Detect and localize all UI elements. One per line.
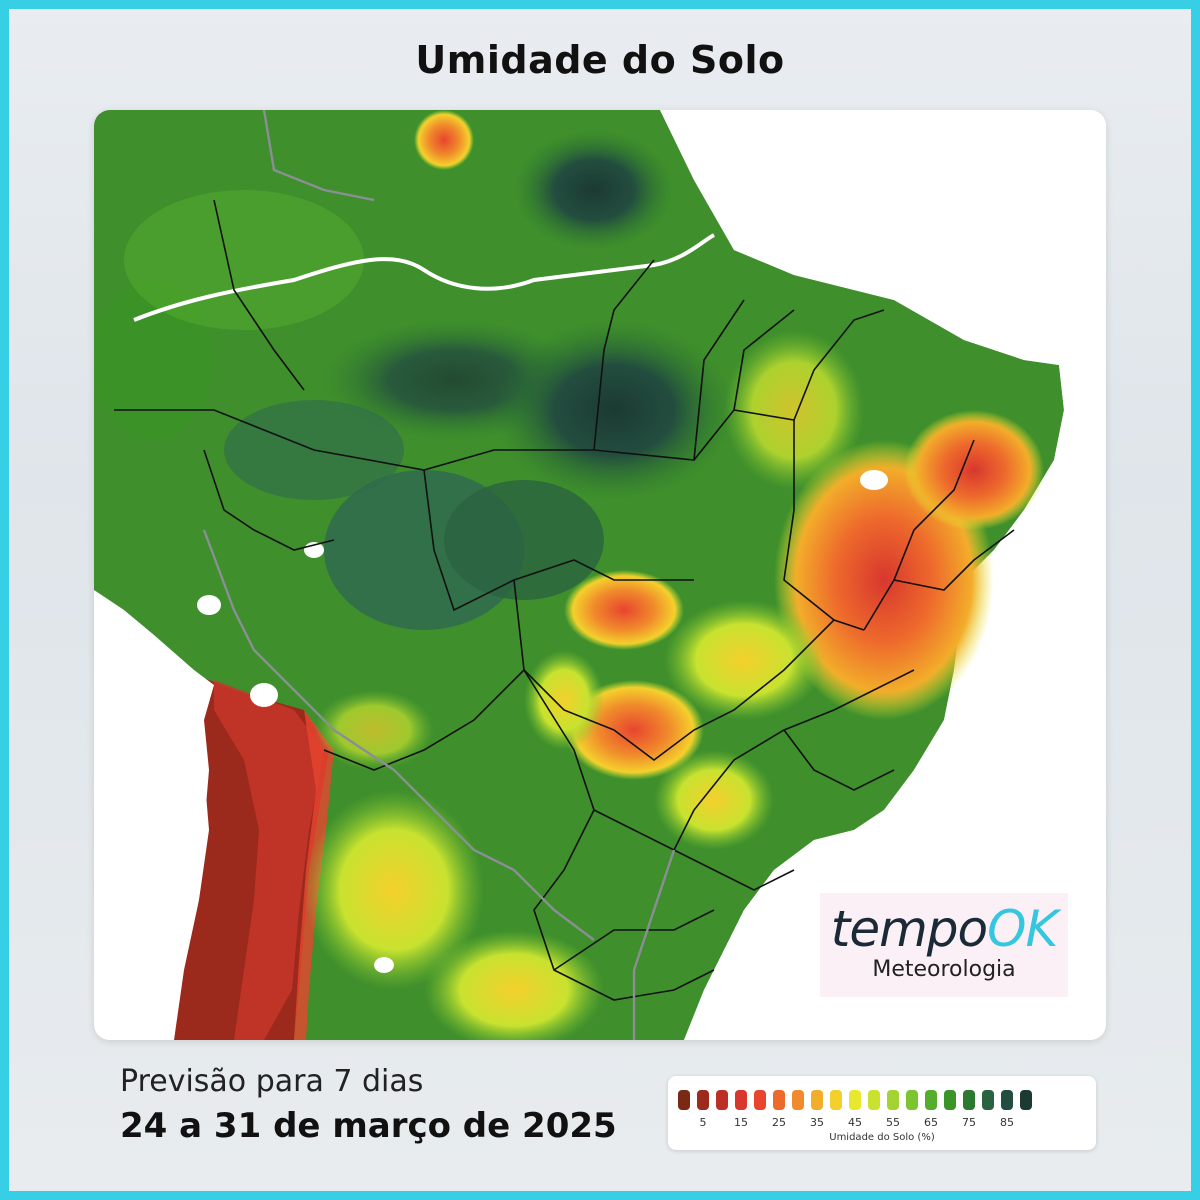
legend-swatch <box>792 1090 804 1110</box>
legend-swatch <box>944 1090 956 1110</box>
legend-swatch <box>849 1090 861 1110</box>
amazon-river <box>133 233 715 322</box>
country-borders <box>202 110 676 1040</box>
state-borders <box>114 199 1015 1001</box>
legend-ticks: 5 15 25 35 45 55 65 75 85 <box>678 1116 1088 1130</box>
legend-swatch <box>773 1090 785 1110</box>
legend-tick-label: 5 <box>699 1116 707 1129</box>
forecast-label: Previsão para 7 dias <box>120 1064 424 1099</box>
legend-swatch <box>887 1090 899 1110</box>
legend-swatch <box>754 1090 766 1110</box>
legend-swatch <box>1001 1090 1013 1110</box>
logo-subtitle: Meteorologia <box>872 957 1016 982</box>
legend-tick-label: 45 <box>848 1116 862 1129</box>
legend-swatch <box>868 1090 880 1110</box>
atlantic-ocean <box>660 110 1106 1040</box>
legend-tick-label: 55 <box>886 1116 900 1129</box>
legend-tick-label: 75 <box>962 1116 976 1129</box>
legend-swatch <box>906 1090 918 1110</box>
page-title: Umidade do Solo <box>415 38 785 82</box>
pacific-ocean <box>94 590 214 1040</box>
logo-wordmark: tempoOK <box>830 900 1059 958</box>
tempook-logo: tempoOK Meteorologia <box>820 893 1068 997</box>
legend-tick-label: 85 <box>1000 1116 1014 1129</box>
color-legend: 5 15 25 35 45 55 65 75 85 Umidade do Solo (%) <box>668 1076 1096 1150</box>
legend-swatch <box>735 1090 747 1110</box>
legend-swatch <box>963 1090 975 1110</box>
legend-swatch <box>811 1090 823 1110</box>
map-graphic <box>94 110 1106 1040</box>
legend-swatch <box>982 1090 994 1110</box>
legend-tick-label: 35 <box>810 1116 824 1129</box>
legend-tick-label: 65 <box>924 1116 938 1129</box>
legend-tick-label: 15 <box>734 1116 748 1129</box>
legend-caption: Umidade do Solo (%) <box>829 1132 935 1143</box>
legend-swatch <box>1020 1090 1032 1110</box>
legend-tick-label: 25 <box>772 1116 786 1129</box>
legend-swatch <box>678 1090 690 1110</box>
soil-moisture-map <box>94 110 1106 1040</box>
legend-swatch <box>716 1090 728 1110</box>
forecast-dates: 24 a 31 de março de 2025 <box>120 1106 617 1146</box>
legend-swatch <box>925 1090 937 1110</box>
legend-swatch <box>697 1090 709 1110</box>
legend-swatch <box>830 1090 842 1110</box>
legend-swatches <box>678 1090 1032 1110</box>
